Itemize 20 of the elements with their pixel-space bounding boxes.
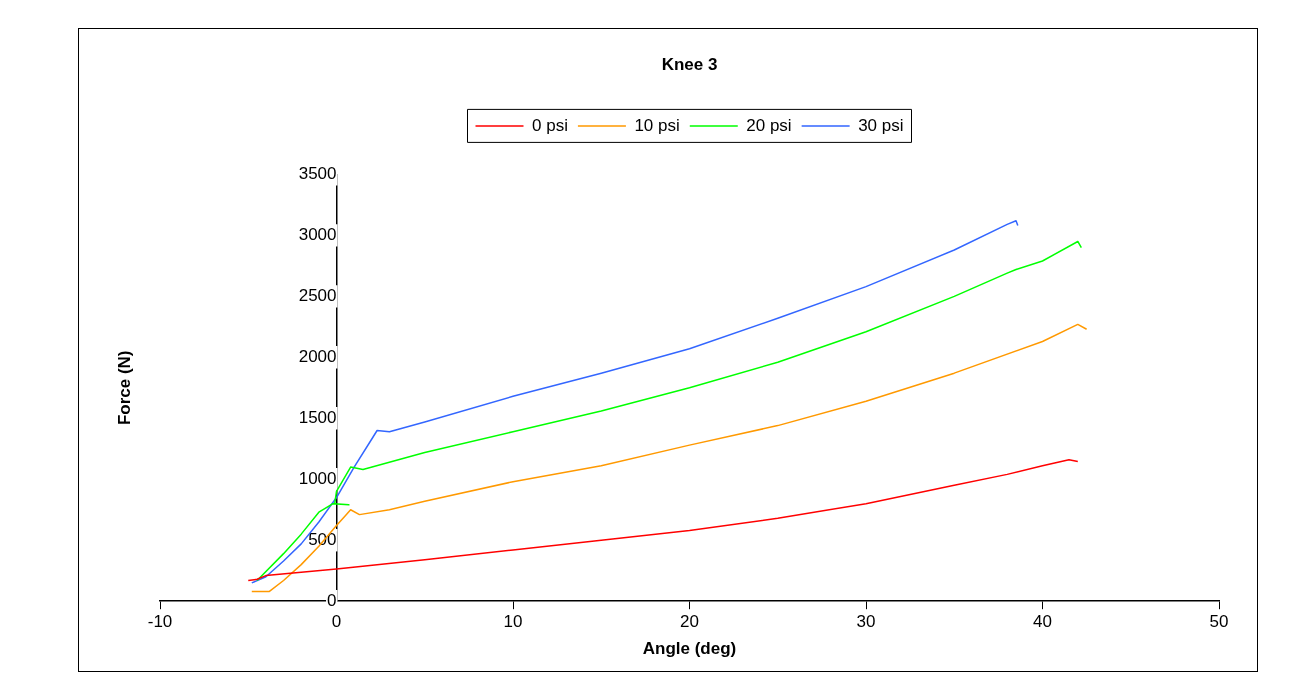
y-tick-label: 3000 (298, 225, 337, 245)
legend-label: 30 psi (858, 115, 904, 135)
legend-label: 20 psi (746, 115, 792, 135)
y-tick-label: 2500 (298, 286, 337, 306)
y-tick-label: 2000 (298, 347, 337, 366)
x-tick-label: 10 (503, 612, 523, 632)
x-tick-label: 50 (1209, 612, 1229, 632)
x-tick-label: -10 (147, 612, 173, 632)
y-tick-label: 1000 (298, 468, 337, 488)
chart-title: Knee 3 (661, 54, 718, 74)
y-tick-label: 1500 (298, 407, 337, 427)
x-tick-label: 40 (1033, 612, 1052, 632)
y-tick-label: 0 (327, 590, 337, 610)
y-axis-title: Force (N) (114, 350, 134, 426)
x-tick-label: 30 (856, 612, 876, 632)
x-axis-title: Angle (deg) (642, 639, 737, 659)
x-tick-label: 20 (680, 612, 699, 632)
y-tick-label: 3500 (298, 164, 337, 184)
legend-label: 10 psi (634, 115, 680, 135)
legend-label: 0 psi (532, 115, 568, 135)
